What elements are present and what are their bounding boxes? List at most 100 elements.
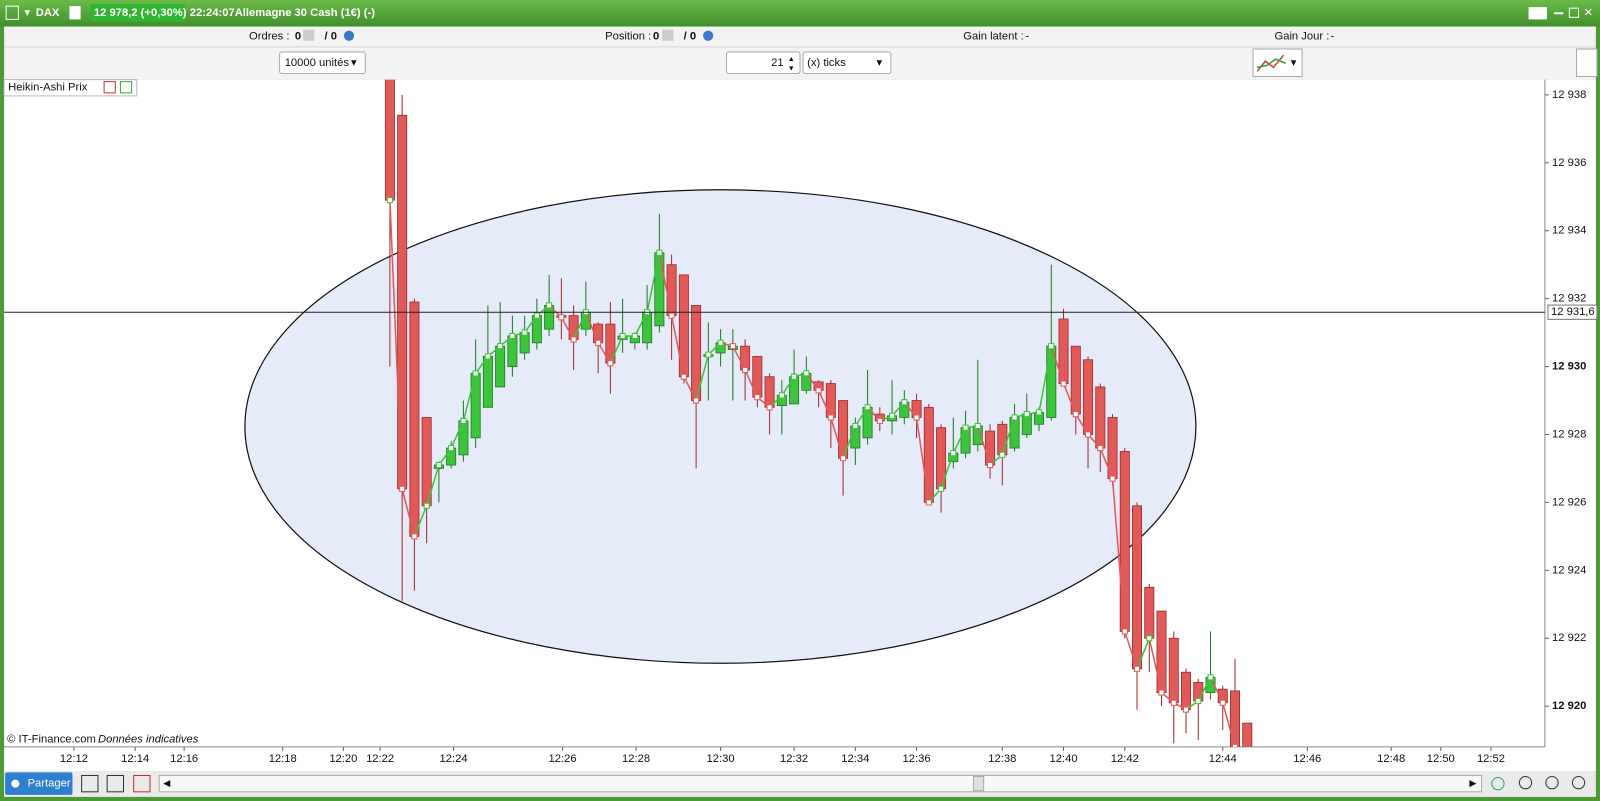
close-marker xyxy=(778,392,785,399)
close-marker xyxy=(876,417,883,424)
x-tick-label: 12:50 xyxy=(1427,753,1455,765)
y-tick-label: 12 936 xyxy=(1552,157,1586,169)
share-label[interactable]: Partager xyxy=(28,778,71,790)
dropdown-arrow[interactable]: ▾ xyxy=(25,7,31,19)
close-marker xyxy=(852,422,859,430)
candle-body xyxy=(409,301,420,537)
instrument: Allemagne 30 Cash (1€) (-) xyxy=(235,7,376,19)
scrollbar[interactable] xyxy=(158,774,1483,793)
close-marker xyxy=(460,417,467,424)
tool-icon[interactable] xyxy=(133,774,151,793)
close-marker xyxy=(791,373,798,380)
close-line-segment xyxy=(572,311,587,340)
minimize-button[interactable] xyxy=(1554,12,1564,15)
y-tick-label: 12 926 xyxy=(1552,496,1586,508)
close-line-segment xyxy=(1136,637,1150,670)
candle-body xyxy=(397,114,408,490)
daily: - xyxy=(1331,31,1335,43)
ellipse-annotation[interactable] xyxy=(244,189,1197,664)
zoom-in[interactable] xyxy=(1571,776,1586,790)
candle-body xyxy=(568,315,579,340)
candle-body xyxy=(1144,586,1155,639)
x-tick-label: 12:34 xyxy=(841,753,869,765)
close-marker xyxy=(472,370,479,377)
candle-body xyxy=(1095,386,1106,449)
candle-body xyxy=(666,264,677,317)
tick-unit-select[interactable] xyxy=(802,51,892,74)
scroll-left[interactable]: ◀ xyxy=(163,778,171,788)
chart-icon xyxy=(1256,58,1286,69)
indicator-remove[interactable] xyxy=(103,81,116,94)
close-line-segment xyxy=(1222,702,1236,747)
close-marker xyxy=(1060,380,1067,387)
x-tick-label: 12:40 xyxy=(1050,753,1078,765)
spinner-up[interactable]: ▲ xyxy=(788,55,795,63)
close-marker xyxy=(386,197,393,204)
scroll-thumb[interactable] xyxy=(972,776,985,792)
close-marker xyxy=(901,399,908,406)
scroll-right[interactable]: ▶ xyxy=(1469,778,1477,788)
y-tick-label: 12 922 xyxy=(1552,632,1586,644)
keyboard-button[interactable] xyxy=(1528,7,1547,20)
close-line-segment xyxy=(609,335,624,364)
close-marker xyxy=(827,414,834,421)
settings-icon[interactable] xyxy=(343,30,355,41)
candle-body xyxy=(1168,637,1179,704)
price: 12 978,2 (+0,30%) xyxy=(94,7,187,19)
dropdown-arrow: ▾ xyxy=(1291,57,1297,69)
clock: 22:24:07 xyxy=(190,7,235,19)
close-marker xyxy=(509,332,516,340)
close-line-segment xyxy=(425,464,440,507)
close-line-segment xyxy=(389,200,403,489)
app-icon[interactable] xyxy=(5,5,19,20)
tool-icon[interactable] xyxy=(1491,777,1505,791)
quantity-select[interactable] xyxy=(279,51,366,74)
close-marker xyxy=(1195,698,1202,705)
disclaimer: Données indicatives xyxy=(98,734,199,746)
spinner-down[interactable]: ▼ xyxy=(788,64,795,72)
close-marker xyxy=(815,387,822,394)
y-tick-label: 12 924 xyxy=(1552,564,1586,576)
x-tick-label: 12:20 xyxy=(329,753,357,765)
close-line-segment xyxy=(462,373,477,422)
y-tick-label: 12 930 xyxy=(1552,361,1586,373)
tool-icon[interactable] xyxy=(106,774,124,793)
tick-unit: (x) ticks xyxy=(807,57,846,69)
zoom-out[interactable] xyxy=(1545,776,1559,790)
close-button[interactable]: ✕ xyxy=(1584,7,1593,19)
close-marker xyxy=(558,314,565,321)
close-marker xyxy=(840,455,847,462)
cancel-icon[interactable] xyxy=(662,29,674,41)
close-marker xyxy=(546,302,553,309)
cancel-icon[interactable] xyxy=(303,29,315,41)
settings-icon[interactable] xyxy=(703,30,714,41)
close-line-segment xyxy=(1148,638,1163,693)
close-marker xyxy=(974,422,981,430)
close-marker xyxy=(1219,699,1226,706)
tick-count-input[interactable] xyxy=(726,51,801,74)
indicator-move[interactable] xyxy=(119,81,133,94)
close-marker xyxy=(705,351,712,358)
side-panel-button[interactable] xyxy=(1576,48,1598,78)
tool-icon[interactable] xyxy=(81,774,99,793)
zoom-fit[interactable] xyxy=(1518,776,1533,790)
close-marker xyxy=(595,339,602,346)
close-marker xyxy=(1133,665,1141,672)
close-marker xyxy=(717,339,724,346)
symbol[interactable]: DAX xyxy=(36,7,60,19)
maximize-button[interactable] xyxy=(1568,7,1580,18)
close-marker xyxy=(1182,706,1190,713)
x-tick-label: 12:24 xyxy=(440,753,468,765)
share-button[interactable] xyxy=(5,772,73,795)
close-marker xyxy=(1109,475,1116,482)
indicator-label[interactable]: Heikin-Ashi Prix xyxy=(8,82,88,94)
candle-body xyxy=(1242,722,1253,747)
info-button[interactable] xyxy=(69,6,81,20)
close-line-segment xyxy=(1050,345,1065,384)
close-marker xyxy=(962,424,969,431)
candle-body xyxy=(495,345,506,388)
candle-body xyxy=(850,425,861,449)
close-marker xyxy=(521,329,528,336)
close-marker xyxy=(766,404,773,411)
candle-body xyxy=(507,335,518,367)
